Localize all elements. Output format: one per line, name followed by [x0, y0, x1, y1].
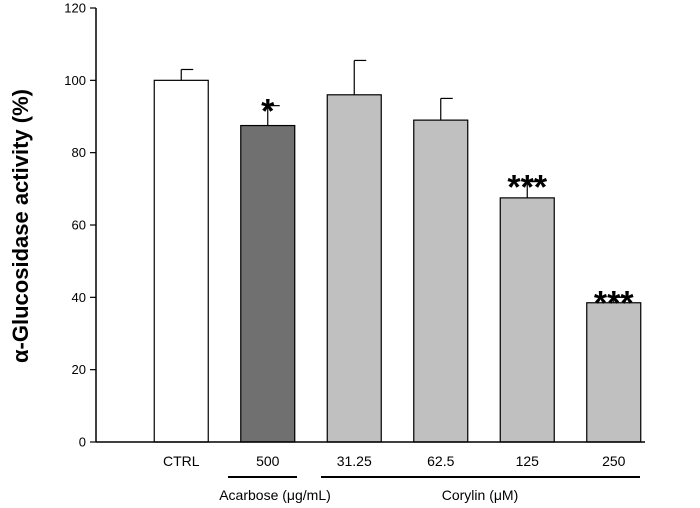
significance-marker: *: [261, 93, 275, 131]
x-tick-label: CTRL: [163, 453, 200, 469]
bar-125: [499, 197, 555, 443]
x-tick-label: 250: [602, 453, 626, 469]
significance-marker: ***: [507, 169, 547, 207]
y-tick-label: 40: [72, 290, 86, 305]
x-tick-label: 31.25: [337, 453, 372, 469]
y-tick-label: 60: [72, 218, 86, 233]
axes: [95, 8, 645, 443]
x-tick-label: 500: [256, 453, 280, 469]
group-label: Acarbose (μg/mL): [219, 487, 331, 503]
group-label: Corylin (μM): [442, 487, 519, 503]
y-tick-label: 20: [72, 362, 86, 377]
bar-500: [240, 124, 296, 443]
bar-31.25: [326, 94, 382, 443]
bar-62.5: [413, 119, 469, 443]
category-labels: CTRL 500 31.25 62.5 125 250: [163, 453, 626, 469]
x-tick-label: 125: [516, 453, 540, 469]
x-tick-label: 62.5: [427, 453, 454, 469]
group-labels: Acarbose (μg/mL) Corylin (μM): [219, 476, 640, 503]
y-tick-label: 0: [79, 435, 86, 450]
significance-marker: ***: [594, 284, 634, 322]
bar-250: [586, 302, 642, 443]
bars: *******: [153, 59, 642, 443]
y-tick-label: 80: [72, 145, 86, 160]
y-tick-label: 100: [64, 73, 86, 88]
bar-CTRL: [153, 79, 209, 443]
y-tick-label: 120: [64, 1, 86, 16]
y-ticks: 0 20 40 60 80 100 120: [64, 1, 96, 450]
y-axis-label: α-Glucosidase activity (%): [8, 89, 33, 363]
y-axis-label-group: α-Glucosidase activity (%): [8, 89, 33, 363]
